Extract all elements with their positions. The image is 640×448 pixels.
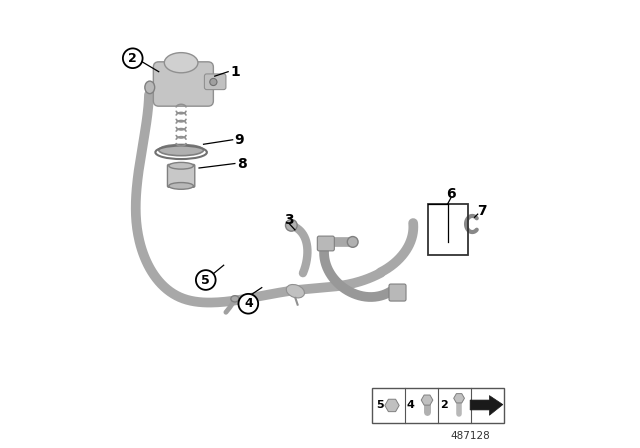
Text: 4: 4 bbox=[244, 297, 253, 310]
Text: 8: 8 bbox=[237, 156, 246, 171]
Circle shape bbox=[210, 78, 217, 86]
Ellipse shape bbox=[169, 183, 193, 190]
Circle shape bbox=[123, 48, 143, 68]
Text: 9: 9 bbox=[234, 133, 244, 147]
Text: 2: 2 bbox=[129, 52, 137, 65]
Ellipse shape bbox=[145, 81, 155, 94]
Circle shape bbox=[239, 294, 258, 314]
Text: 5: 5 bbox=[376, 401, 383, 410]
FancyBboxPatch shape bbox=[389, 284, 406, 301]
Circle shape bbox=[196, 270, 216, 290]
Text: 4: 4 bbox=[406, 401, 415, 410]
FancyBboxPatch shape bbox=[204, 74, 226, 90]
Circle shape bbox=[285, 220, 297, 231]
Text: 5: 5 bbox=[202, 273, 210, 287]
FancyBboxPatch shape bbox=[168, 164, 195, 187]
FancyBboxPatch shape bbox=[317, 236, 334, 251]
Bar bbox=[428, 204, 468, 255]
Text: 487128: 487128 bbox=[451, 431, 490, 441]
Text: 2: 2 bbox=[440, 401, 447, 410]
Circle shape bbox=[348, 237, 358, 247]
Text: 6: 6 bbox=[446, 186, 456, 201]
Ellipse shape bbox=[159, 144, 204, 156]
Text: 3: 3 bbox=[284, 213, 294, 228]
Text: 1: 1 bbox=[230, 65, 240, 79]
Ellipse shape bbox=[164, 53, 198, 73]
Ellipse shape bbox=[286, 284, 305, 298]
Polygon shape bbox=[470, 396, 503, 415]
Ellipse shape bbox=[231, 296, 239, 302]
Bar bbox=[371, 388, 504, 423]
Ellipse shape bbox=[169, 162, 193, 169]
Text: 7: 7 bbox=[477, 204, 487, 219]
FancyBboxPatch shape bbox=[154, 62, 213, 106]
